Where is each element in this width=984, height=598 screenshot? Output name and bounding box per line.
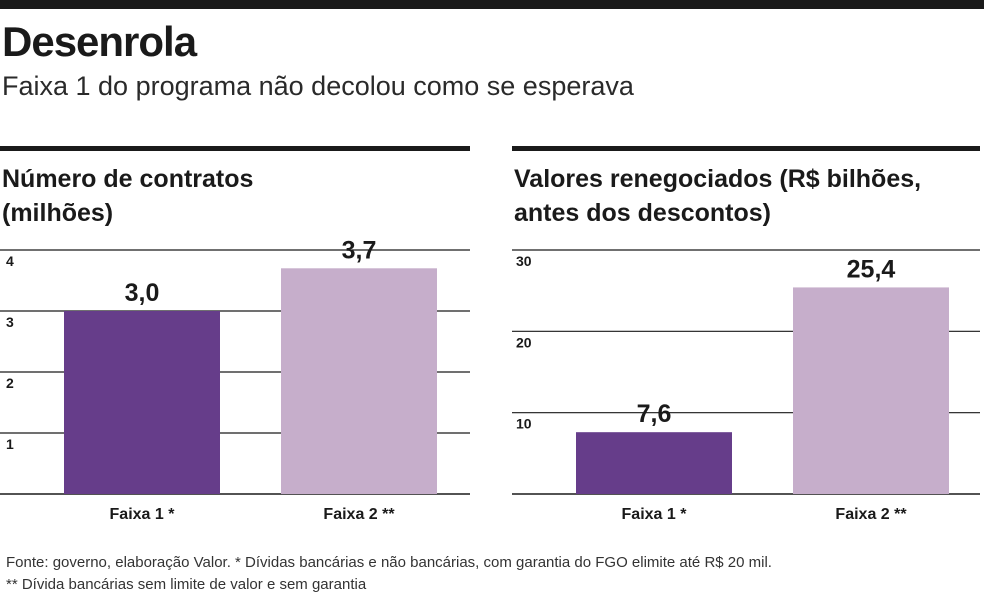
x-tick-label: Faixa 1 * bbox=[622, 506, 688, 523]
y-tick-label: 4 bbox=[6, 253, 14, 269]
page-subtitle: Faixa 1 do programa não decolou como se … bbox=[2, 71, 634, 101]
y-tick-label: 20 bbox=[516, 334, 532, 350]
source-line-2: ** Dívida bancárias sem limite de valor … bbox=[6, 576, 367, 593]
top-bar bbox=[0, 0, 984, 9]
data-label: 25,4 bbox=[847, 255, 896, 283]
chart-plot: 1 2 3 4 3,0 Faixa 1 * 3,7 Faixa 2 ** bbox=[0, 236, 470, 523]
x-tick-label: Faixa 2 ** bbox=[835, 506, 907, 523]
chart-plot: 10 20 30 7,6 Faixa 1 * 25,4 Faixa 2 ** bbox=[512, 249, 980, 523]
x-tick-label: Faixa 2 ** bbox=[323, 506, 395, 523]
y-tick-label: 3 bbox=[6, 314, 14, 330]
x-tick-label: Faixa 1 * bbox=[110, 506, 176, 523]
data-label: 3,7 bbox=[342, 236, 377, 264]
chart-title-line-2: (milhões) bbox=[2, 199, 114, 227]
bar-faixa-2 bbox=[281, 268, 437, 494]
bar-faixa-1 bbox=[64, 311, 220, 494]
data-label: 7,6 bbox=[637, 400, 672, 428]
y-tick-label: 10 bbox=[516, 416, 532, 432]
bar-faixa-2 bbox=[793, 287, 949, 494]
chart-contracts: Número de contratos (milhões) 1 2 3 4 3,0 Fai… bbox=[0, 146, 470, 523]
chart-top-rule bbox=[512, 146, 980, 151]
bar-faixa-1 bbox=[576, 432, 732, 494]
y-tick-label: 30 bbox=[516, 253, 532, 269]
chart-title: Valores renegociados (R$ bilhões, antes … bbox=[514, 162, 921, 230]
data-label: 3,0 bbox=[125, 279, 160, 307]
chart-values: Valores renegociados (R$ bilhões, antes … bbox=[512, 146, 980, 523]
y-tick-label: 1 bbox=[6, 436, 14, 452]
page-title: Desenrola bbox=[2, 18, 197, 65]
chart-title-line-1: Valores renegociados (R$ bilhões, bbox=[514, 165, 922, 193]
chart-title-line-1: Número de contratos bbox=[2, 165, 254, 193]
chart-title-line-2: antes dos descontos) bbox=[514, 199, 771, 227]
chart-top-rule bbox=[0, 146, 470, 151]
source-line-1: Fonte: governo, elaboração Valor. * Dívi… bbox=[6, 554, 772, 571]
y-tick-label: 2 bbox=[6, 375, 14, 391]
source-note: Fonte: governo, elaboração Valor. * Dívi… bbox=[6, 552, 772, 596]
chart-title: Número de contratos (milhões) bbox=[2, 162, 253, 230]
